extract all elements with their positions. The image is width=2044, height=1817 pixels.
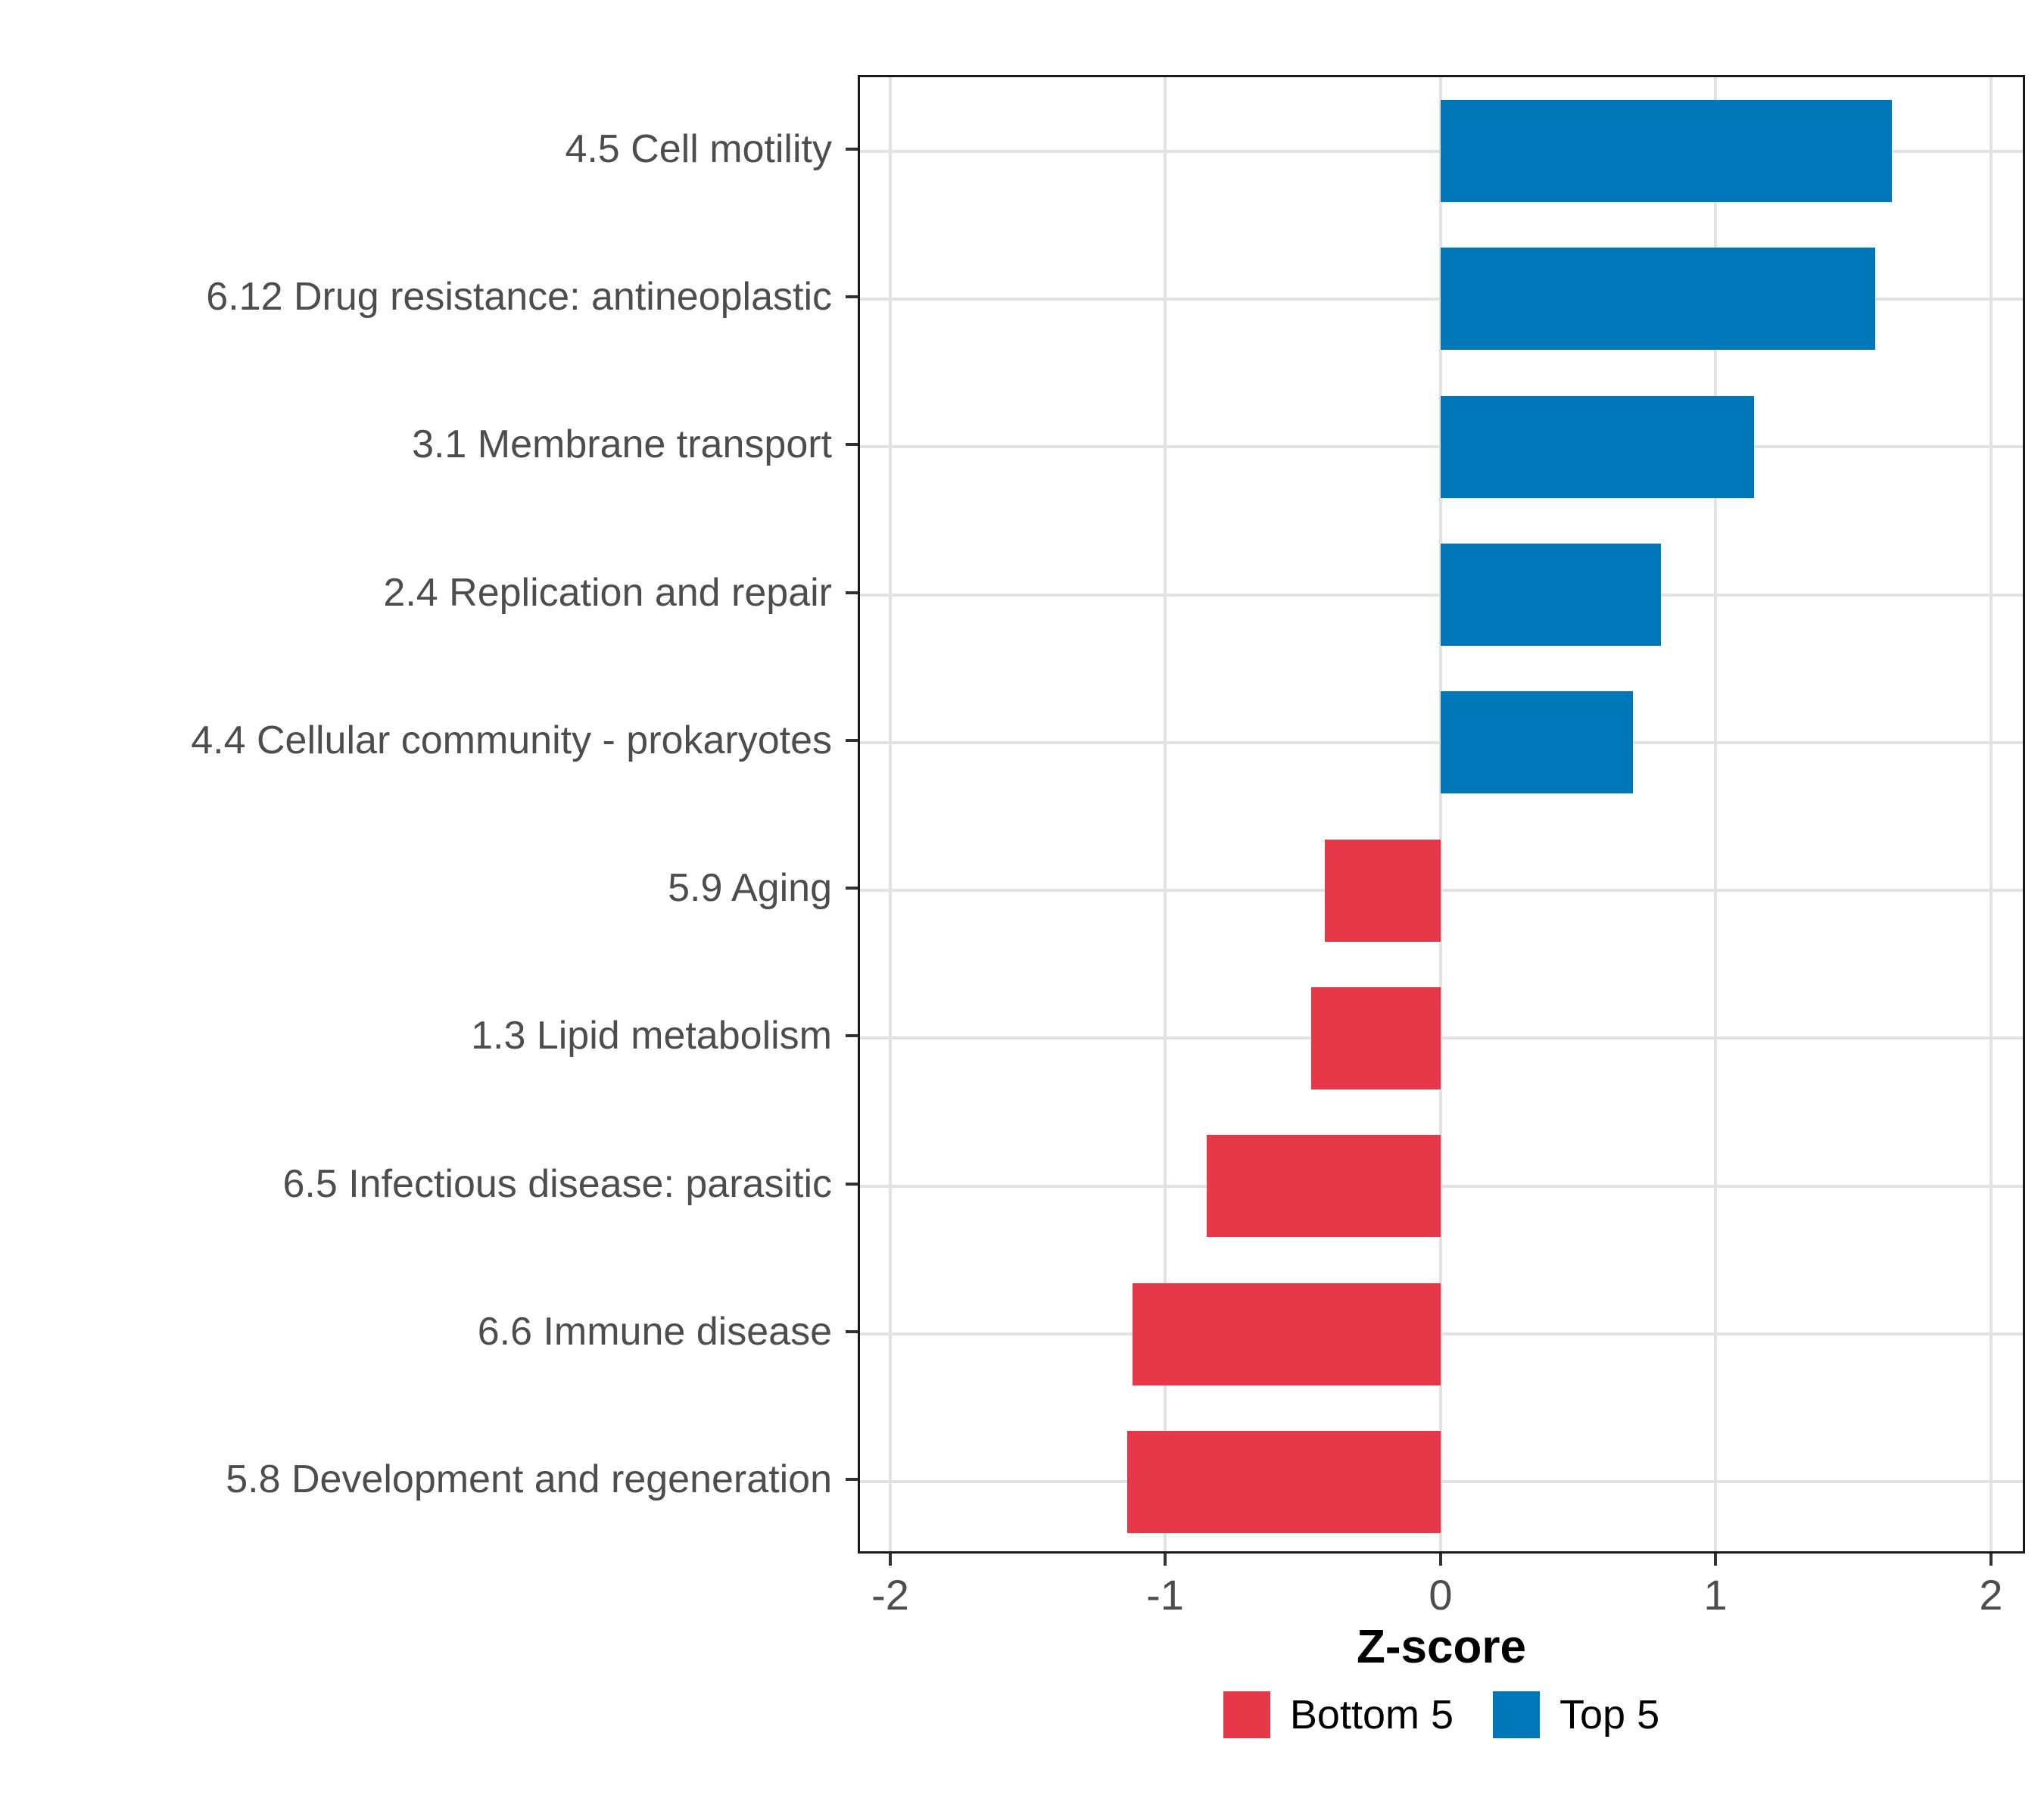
y-axis-tick-label: 6.6 Immune disease bbox=[477, 1310, 832, 1354]
x-axis-tick-label: -2 bbox=[871, 1571, 909, 1619]
y-axis-tick bbox=[846, 1034, 858, 1037]
plot-panel bbox=[858, 75, 2025, 1554]
x-gridline bbox=[1989, 77, 1993, 1551]
y-axis-tick bbox=[846, 739, 858, 742]
bar bbox=[1311, 987, 1441, 1089]
legend-swatch bbox=[1493, 1691, 1540, 1738]
y-axis-tick bbox=[846, 1330, 858, 1333]
bar bbox=[1133, 1283, 1441, 1385]
y-axis-tick-label: 4.4 Cellular community - prokaryotes bbox=[191, 718, 832, 762]
y-axis-tick-label: 5.8 Development and regeneration bbox=[226, 1457, 832, 1501]
y-axis-tick bbox=[846, 1183, 858, 1186]
legend: Bottom 5 Top 5 bbox=[858, 1691, 2025, 1738]
x-axis-tick-label: -1 bbox=[1146, 1571, 1184, 1619]
bar bbox=[1207, 1135, 1441, 1237]
y-axis-tick-label: 6.5 Infectious disease: parasitic bbox=[282, 1162, 832, 1206]
x-axis-tick bbox=[1164, 1554, 1167, 1566]
legend-item: Top 5 bbox=[1493, 1691, 1659, 1738]
x-gridline bbox=[889, 77, 892, 1551]
y-axis-tick-label: 2.4 Replication and repair bbox=[383, 571, 832, 615]
x-axis-tick bbox=[889, 1554, 892, 1566]
bar bbox=[1441, 248, 1875, 350]
bar bbox=[1441, 544, 1661, 646]
legend-label: Bottom 5 bbox=[1289, 1692, 1454, 1738]
bar bbox=[1441, 100, 1892, 202]
y-axis-tick bbox=[846, 148, 858, 151]
y-axis-tick bbox=[846, 591, 858, 594]
x-gridline bbox=[1439, 77, 1442, 1551]
x-axis-tick-label: 1 bbox=[1703, 1571, 1728, 1619]
bar bbox=[1441, 396, 1754, 498]
legend-swatch bbox=[1223, 1691, 1270, 1738]
x-gridline bbox=[1164, 77, 1167, 1551]
x-axis-tick bbox=[1989, 1554, 1993, 1566]
x-axis-tick bbox=[1714, 1554, 1717, 1566]
y-axis-tick-label: 1.3 Lipid metabolism bbox=[471, 1014, 832, 1058]
bar bbox=[1441, 691, 1633, 793]
legend-item: Bottom 5 bbox=[1223, 1691, 1454, 1738]
legend-label: Top 5 bbox=[1559, 1692, 1660, 1738]
y-axis-tick-label: 6.12 Drug resistance: antineoplastic bbox=[206, 275, 832, 319]
y-axis-tick bbox=[846, 1478, 858, 1481]
y-axis-tick-label: 3.1 Membrane transport bbox=[412, 422, 832, 466]
x-axis-title: Z-score bbox=[1357, 1621, 1526, 1673]
x-axis-tick bbox=[1439, 1554, 1442, 1566]
bar bbox=[1325, 840, 1441, 942]
y-axis-tick bbox=[846, 443, 858, 446]
x-axis-tick-label: 2 bbox=[1979, 1571, 2003, 1619]
y-axis-tick-label: 4.5 Cell motility bbox=[565, 127, 832, 171]
x-axis-tick-label: 0 bbox=[1429, 1571, 1453, 1619]
y-axis-tick bbox=[846, 887, 858, 890]
x-gridline bbox=[1714, 77, 1717, 1551]
y-axis-tick-label: 5.9 Aging bbox=[668, 866, 832, 910]
bar bbox=[1127, 1431, 1441, 1533]
y-axis-tick bbox=[846, 295, 858, 298]
